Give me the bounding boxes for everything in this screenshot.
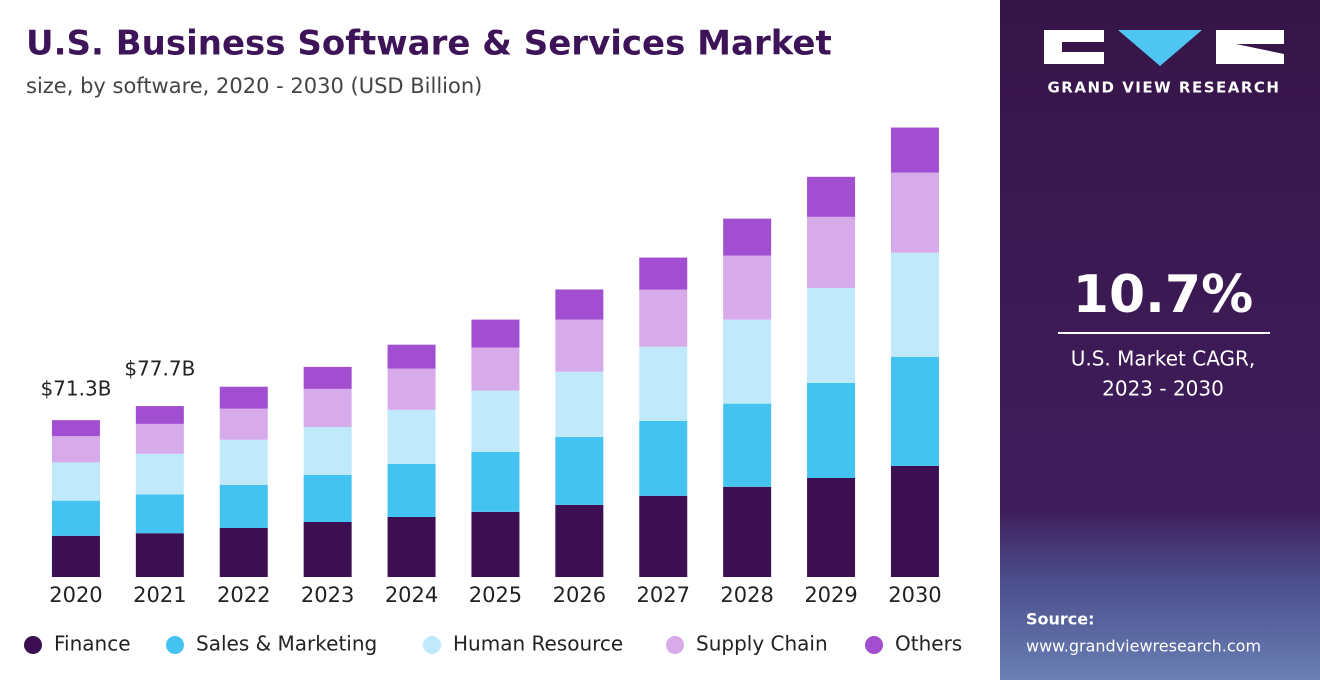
logo-cut bbox=[1062, 42, 1104, 52]
bar-segment bbox=[639, 495, 688, 577]
bar-segment bbox=[723, 218, 772, 256]
x-tick-label: 2025 bbox=[469, 583, 522, 607]
bar-segment bbox=[51, 436, 100, 463]
brand: GRAND VIEW RESEARCH bbox=[1048, 79, 1281, 97]
chart-subtitle: size, by software, 2020 - 2030 (USD Bill… bbox=[26, 74, 482, 98]
x-tick-label: 2022 bbox=[217, 583, 270, 607]
bar-segment bbox=[219, 527, 268, 577]
bar-segment bbox=[890, 252, 939, 357]
bar-segment bbox=[555, 289, 604, 320]
bar-segment bbox=[723, 403, 772, 487]
x-tick-label: 2026 bbox=[553, 583, 606, 607]
bar-segment bbox=[303, 426, 352, 475]
bar-segment bbox=[387, 344, 436, 369]
bar-segment bbox=[51, 420, 100, 437]
bar-segment bbox=[471, 511, 520, 577]
bar-segment bbox=[303, 522, 352, 577]
bar-segment bbox=[135, 423, 184, 454]
bar-segment bbox=[890, 465, 939, 577]
logo-triangle bbox=[1118, 30, 1202, 66]
cagr-period: 2023 - 2030 bbox=[1102, 377, 1224, 401]
bar-segment bbox=[639, 346, 688, 421]
legend-marker bbox=[865, 636, 883, 654]
bar-segment bbox=[51, 535, 100, 577]
side-panel bbox=[1000, 0, 1320, 680]
legend-marker bbox=[423, 636, 441, 654]
legend-marker bbox=[24, 636, 42, 654]
bar-segment bbox=[51, 500, 100, 536]
source-url: www.grandviewresearch.com bbox=[1026, 637, 1261, 656]
bar-segment bbox=[471, 347, 520, 391]
source-label: Source: bbox=[1026, 610, 1095, 629]
x-tick-label: 2029 bbox=[804, 583, 857, 607]
bar-segment bbox=[219, 439, 268, 485]
total-label: $71.3B bbox=[40, 377, 111, 401]
bar-segment bbox=[135, 533, 184, 577]
legend-label: Finance bbox=[54, 632, 131, 656]
bar-segment bbox=[807, 478, 856, 577]
bar-segment bbox=[639, 420, 688, 496]
x-tick-label: 2030 bbox=[888, 583, 941, 607]
bar-segment bbox=[555, 319, 604, 372]
x-tick-label: 2024 bbox=[385, 583, 438, 607]
legend-label: Others bbox=[895, 632, 962, 656]
bar-segment bbox=[387, 409, 436, 464]
bar-segment bbox=[135, 406, 184, 424]
x-tick-label: 2023 bbox=[301, 583, 354, 607]
bar-segment bbox=[387, 368, 436, 410]
legend-label: Sales & Marketing bbox=[196, 632, 377, 656]
bar-segment bbox=[219, 408, 268, 440]
cagr-label: U.S. Market CAGR, bbox=[1071, 347, 1256, 371]
cagr-value: 10.7% bbox=[1073, 265, 1253, 325]
chart-title: U.S. Business Software & Services Market bbox=[26, 24, 832, 64]
bar-segment bbox=[303, 388, 352, 427]
legend-label: Supply Chain bbox=[696, 632, 828, 656]
bar-segment bbox=[723, 255, 772, 320]
total-label: $77.7B bbox=[124, 357, 195, 381]
bar-segment bbox=[639, 257, 688, 290]
bar-segment bbox=[135, 453, 184, 495]
bar-segment bbox=[51, 462, 100, 501]
x-tick-label: 2028 bbox=[720, 583, 773, 607]
bar-segment bbox=[890, 356, 939, 466]
x-tick-label: 2021 bbox=[133, 583, 186, 607]
bar-segment bbox=[387, 463, 436, 517]
bar-segment bbox=[555, 504, 604, 577]
x-tick-label: 2027 bbox=[637, 583, 690, 607]
bar-segment bbox=[555, 371, 604, 437]
logo-cut bbox=[1236, 44, 1284, 54]
bar-segment bbox=[471, 319, 520, 348]
bar-segment bbox=[639, 289, 688, 347]
bar-segment bbox=[890, 127, 939, 173]
bar-segment bbox=[219, 484, 268, 528]
bar-segment bbox=[555, 436, 604, 505]
bar-segment bbox=[890, 172, 939, 253]
legend-marker bbox=[166, 636, 184, 654]
bar-segment bbox=[723, 486, 772, 577]
bar-segment bbox=[303, 474, 352, 522]
bar-segment bbox=[471, 390, 520, 452]
bar-segment bbox=[807, 382, 856, 478]
bar-segment bbox=[807, 287, 856, 383]
legend-label: Human Resource bbox=[453, 632, 623, 656]
logo: GRAND VIEW RESEARCH bbox=[1044, 30, 1284, 97]
bar-segment bbox=[723, 319, 772, 404]
bar-segment bbox=[807, 216, 856, 288]
bar-segment bbox=[807, 176, 856, 217]
bar-segment bbox=[135, 494, 184, 534]
x-tick-label: 2020 bbox=[49, 583, 102, 607]
bar-segment bbox=[303, 366, 352, 389]
legend-marker bbox=[666, 636, 684, 654]
bar-segment bbox=[387, 516, 436, 577]
bar-segment bbox=[219, 386, 268, 409]
bar-segment bbox=[471, 451, 520, 512]
